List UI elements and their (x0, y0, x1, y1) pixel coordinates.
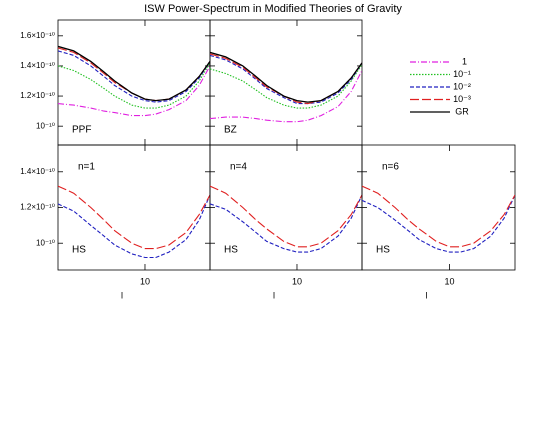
series-line (362, 194, 515, 253)
panel-label: PPF (72, 125, 91, 136)
series-line (58, 45, 210, 102)
y-tick-label: 10⁻¹⁰ (36, 121, 55, 130)
panel-label: BZ (224, 125, 237, 136)
legend-label: 1 (462, 56, 467, 66)
y-tick-label: 1.2×10⁻¹⁰ (20, 203, 55, 212)
panel-label: n=4 (230, 162, 247, 173)
series-line (210, 51, 362, 103)
x-axis-label: l (273, 290, 275, 300)
x-tick-label: 10 (292, 276, 302, 286)
legend-label: 10⁻¹ (453, 69, 471, 79)
series-line (210, 194, 362, 253)
x-tick-label: 10 (445, 276, 455, 286)
series-line (58, 65, 210, 117)
series-line (210, 185, 362, 248)
panel-label: HS (72, 245, 86, 256)
y-tick-label: 1.4×10⁻¹⁰ (20, 61, 55, 70)
x-axis-label: l (121, 290, 123, 300)
series-line (58, 194, 210, 259)
y-tick-label: 10⁻¹⁰ (36, 238, 55, 247)
x-tick-label: 10 (140, 276, 150, 286)
y-tick-label: 1.4×10⁻¹⁰ (20, 167, 55, 176)
series-line (210, 70, 362, 123)
y-tick-label: 1.2×10⁻¹⁰ (20, 91, 55, 100)
figure-title: ISW Power-Spectrum in Modified Theories … (144, 3, 402, 15)
series-line (210, 64, 362, 109)
y-tick-label: 1.6×10⁻¹⁰ (20, 31, 55, 40)
legend-label: 10⁻³ (453, 94, 471, 104)
series-line (210, 54, 362, 105)
panel-label: n=6 (382, 162, 399, 173)
legend-label: GR (455, 106, 469, 116)
series-line (58, 50, 210, 103)
panel-label: n=1 (78, 162, 95, 173)
series-line (362, 185, 515, 248)
series-line (58, 62, 210, 109)
series-line (58, 185, 210, 250)
x-axis-label: l (426, 290, 428, 300)
panel-label: HS (376, 245, 390, 256)
panel-label: HS (224, 245, 238, 256)
legend-label: 10⁻² (453, 81, 471, 91)
